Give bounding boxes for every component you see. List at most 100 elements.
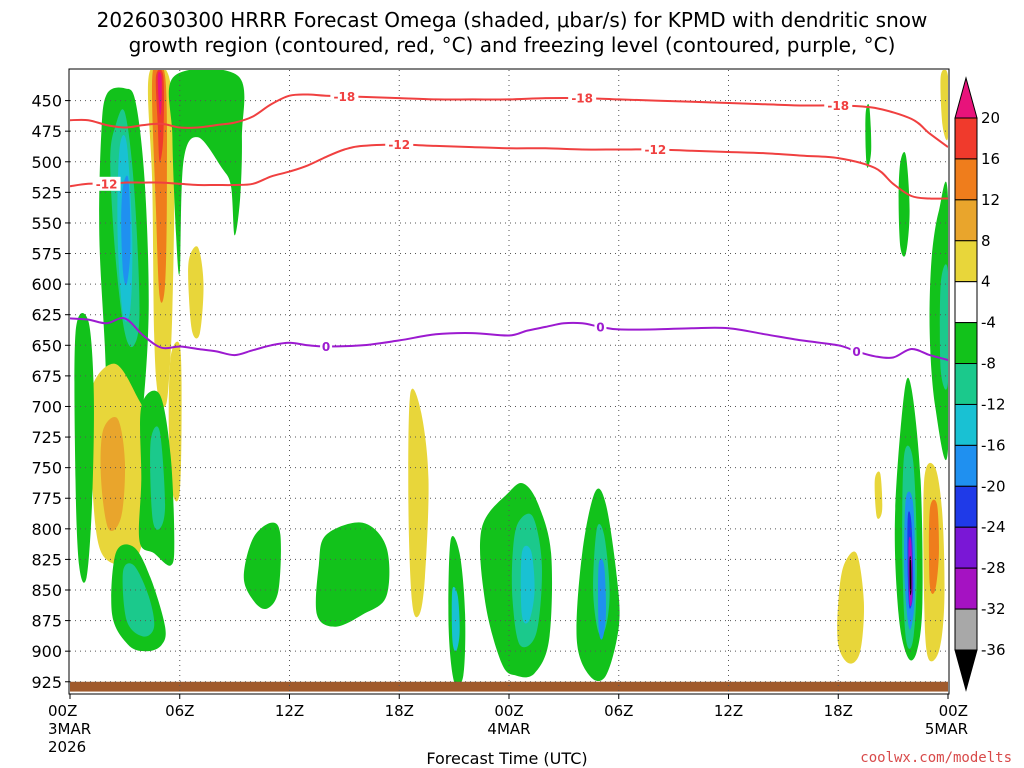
xtick-label-42: 18Z [824,702,853,720]
ground-band [70,681,948,692]
contour-label-bg [824,98,853,113]
omega-region-orange-lowleft [100,417,126,532]
ytick-label-575: 575 [31,245,62,264]
ytick-label-900: 900 [31,642,62,661]
ytick-label-725: 725 [31,428,62,447]
colorbar-bottom-triangle [954,649,978,692]
colorbar-bin-7 [954,363,978,405]
xtick-label-24: 00Z [494,702,523,720]
colorbar-bin-12 [954,567,978,610]
colorbar-label--16: -16 [981,436,1006,454]
contour-label--12: -12 [388,138,410,152]
contour-label--18: -18 [571,92,593,106]
contour-label--12: -12 [644,143,666,157]
omega-region-black-22z-storm [909,556,912,596]
ytick-label-775: 775 [31,489,62,508]
colorbar-label-8: 8 [981,232,991,250]
contour-label--12: -12 [96,177,118,191]
ytick-label-500: 500 [31,153,62,172]
omega-region-green-right-upper [929,181,948,460]
contour-label-0: 0 [852,345,860,359]
omega-region-green-vert-20z [865,103,872,168]
xtick-label-30: 06Z [604,702,633,720]
colorbar-bin-11 [954,526,978,569]
omega-region-pink-tall-06z [157,71,162,115]
contour-label-bg [641,142,670,157]
omega-region-red-tall-06z [155,70,164,162]
xtick-label-6: 06Z [165,702,194,720]
ytick-label-475: 475 [31,122,62,141]
contour-line-0 [70,317,948,361]
ground-band-layer [70,681,948,692]
colorbar-label-12: 12 [981,191,1000,209]
omega-region-yellow-19z [408,388,429,618]
ytick-label-675: 675 [31,367,62,386]
colorbar: 20 16 12 8 4 -4 -8 -12 -16 -20 -24 -28 -32 -36 [954,76,1006,692]
chart-title-line2: growth region (contoured, red, °C) and f… [129,33,896,57]
chart-title-line1: 2026030300 HRRR Forecast Omega (shaded, … [97,8,928,32]
omega-region-green-blob-10z [243,522,281,610]
colorbar-label--20: -20 [981,477,1006,495]
contour-label-bg [92,176,121,191]
ytick-label-625: 625 [31,306,62,325]
xtick-label-48: 00Z [939,702,968,720]
contour-label--18: -18 [827,99,849,113]
colorbar-bin-4 [954,240,978,283]
omega-region-green-upper-06z [168,70,245,275]
omega-region-yellow-mid-06z [168,341,182,502]
contour-label-0: 0 [322,340,330,354]
contour-line--18 [70,93,948,148]
omega-region-yellow-small-06z [188,246,204,339]
xtick-date-0: 3MAR [48,720,91,738]
omega-shading-layer [74,70,948,687]
omega-region-green-blob-14z [315,522,390,627]
omega-region-teal-mid-06z [150,426,166,530]
colorbar-bin-13 [954,608,978,651]
colorbar-bin-5 [954,281,978,324]
colorbar-label--28: -28 [981,559,1006,577]
ytick-label-525: 525 [31,183,62,202]
ytick-label-875: 875 [31,612,62,631]
omega-region-cyan-20z [451,586,460,652]
colorbar-label--4: -4 [981,314,996,332]
omega-region-green-lowleft-patch [74,312,94,583]
contour-label-bg [385,137,414,152]
ytick-label-600: 600 [31,275,62,294]
contour-label-0: 0 [596,320,604,334]
omega-region-orange-right-low [928,499,939,594]
ytick-label-650: 650 [31,336,62,355]
colorbar-bin-2 [954,158,978,201]
ytick-label-450: 450 [31,92,62,111]
ytick-label-800: 800 [31,520,62,539]
omega-region-green-vert-22z [898,151,910,257]
contour-label-bg [330,89,359,104]
colorbar-label--8: -8 [981,355,996,373]
xtick-date-48: 5MAR [925,720,968,738]
xtick-label-36: 12Z [714,702,743,720]
colorbar-label-16: 16 [981,150,1000,168]
ytick-label-750: 750 [31,459,62,478]
omega-region-yellow-right-top [940,70,948,141]
y-axis-ticks: 450 475 500 525 550 575 600 625 650 675 700 725 750 7… [31,92,70,692]
contour-label-bg [594,319,607,334]
omega-region-blue-04z [598,558,606,640]
colorbar-label--12: -12 [981,395,1006,413]
contour-label--18: -18 [334,90,356,104]
colorbar-top-triangle [954,76,978,119]
xtick-label-12: 12Z [275,702,304,720]
contour-label-bg [850,344,863,359]
ytick-label-825: 825 [31,550,62,569]
colorbar-label-20: 20 [981,109,1000,127]
ytick-label-550: 550 [31,214,62,233]
contour-label-bg [568,91,597,106]
colorbar-label--36: -36 [981,641,1006,659]
colorbar-bin-9 [954,444,978,487]
xtick-year-0: 2026 [48,738,86,756]
xtick-label-18: 18Z [385,702,414,720]
credit-text: coolwx.com/modelts [860,750,1012,766]
xtick-label-0: 00Z [48,702,77,720]
ytick-label-925: 925 [31,673,62,692]
omega-region-yellow-tiny-20z [874,471,883,519]
contour-label-bg [320,339,333,354]
